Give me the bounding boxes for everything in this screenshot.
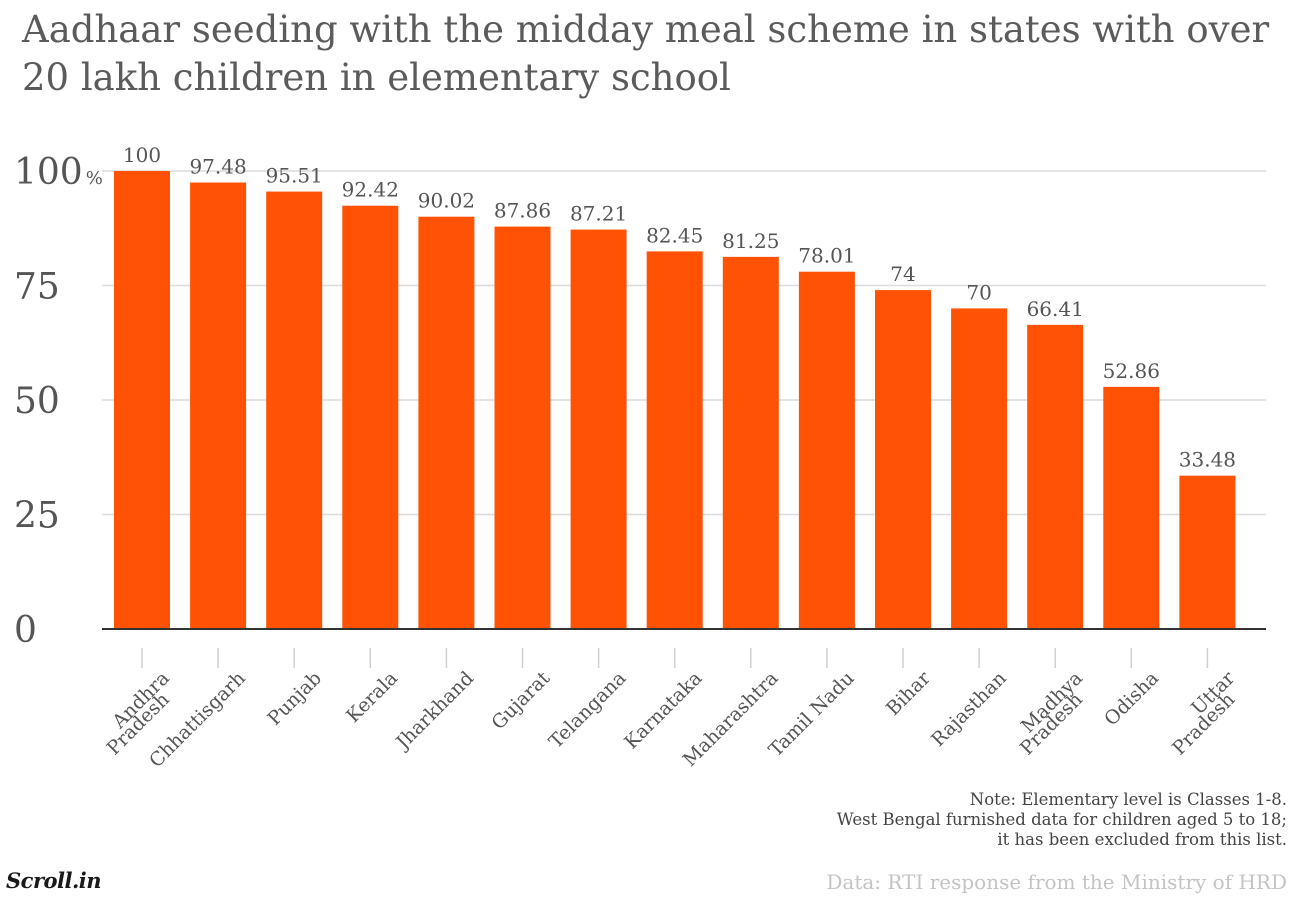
- data-label: 78.01: [798, 244, 855, 268]
- x-tick-label-line: Kerala: [342, 667, 402, 727]
- x-tick-label-line: Rajasthan: [927, 667, 1011, 751]
- bar: [342, 205, 399, 629]
- data-label: 70: [966, 280, 991, 304]
- x-tick-label: Jharkhand: [391, 667, 479, 755]
- bar: [1027, 324, 1084, 629]
- x-tick-label: Rajasthan: [927, 667, 1011, 751]
- y-tick-label: 75: [14, 267, 60, 308]
- x-tick-label: Punjab: [263, 667, 326, 730]
- y-tick-label: 25: [14, 496, 60, 537]
- x-tick-label-line: Odisha: [1100, 667, 1163, 730]
- x-tick-label-line: Telangana: [545, 667, 631, 753]
- bar: [722, 256, 779, 629]
- bar: [1179, 475, 1236, 629]
- bar: [114, 171, 170, 629]
- data-label: 97.48: [189, 155, 246, 179]
- y-tick-label: 0: [14, 610, 37, 651]
- y-axis: 0 25 50 75 100%: [14, 152, 103, 651]
- bar: [494, 226, 551, 629]
- x-tick-label: Bihar: [882, 667, 935, 720]
- data-label: 95.51: [266, 164, 323, 188]
- x-tick-label: Telangana: [545, 667, 631, 753]
- data-label: 74: [890, 262, 915, 286]
- footnote-line: Note: Elementary level is Classes 1-8.: [969, 790, 1287, 809]
- y-tick-suffix: %: [86, 168, 103, 189]
- data-label: 87.21: [570, 202, 627, 226]
- bar: [190, 182, 247, 629]
- x-tick-label-line: Bihar: [882, 667, 935, 720]
- y-tick-label: 100%: [14, 152, 103, 193]
- bar: [951, 308, 1008, 629]
- data-label: 81.25: [722, 229, 779, 253]
- footnote-line: West Bengal furnished data for children …: [836, 810, 1287, 829]
- data-label: 66.41: [1027, 297, 1084, 321]
- footnote: Note: Elementary level is Classes 1-8. W…: [837, 790, 1287, 850]
- footnote-line: it has been excluded from this list.: [997, 830, 1287, 849]
- bar: [1103, 386, 1160, 629]
- data-label: 92.42: [342, 178, 399, 202]
- data-labels: 100 97.48 95.51 92.42 90.02 87.86 87.21 82.45 81…: [123, 143, 1236, 472]
- scroll-logo: Scroll.in: [6, 868, 102, 893]
- x-tick-label: Kerala: [342, 667, 402, 727]
- x-tick-label: Gujarat: [487, 667, 554, 734]
- bar: [570, 229, 627, 630]
- data-label: 82.45: [646, 223, 703, 247]
- bar: [875, 290, 931, 629]
- data-label: 90.02: [418, 189, 475, 213]
- x-tick-label-line: Jharkhand: [391, 667, 479, 755]
- x-tick-label-line: Punjab: [263, 667, 326, 730]
- source-credit: Data: RTI response from the Ministry of …: [826, 870, 1287, 894]
- x-tick-label-line: Gujarat: [487, 667, 554, 734]
- bar: [266, 191, 323, 629]
- bar: [646, 251, 703, 629]
- x-tick-label: Odisha: [1100, 667, 1163, 730]
- bar: [798, 271, 855, 629]
- bar: [418, 216, 475, 629]
- bars: [114, 171, 1236, 630]
- chart-title: Aadhaar seeding with the midday meal sch…: [22, 8, 1270, 99]
- y-tick-label: 50: [14, 381, 60, 422]
- data-label: 100: [123, 143, 161, 167]
- data-label: 52.86: [1103, 359, 1160, 383]
- data-label: 87.86: [494, 199, 551, 223]
- data-label: 33.48: [1179, 448, 1236, 472]
